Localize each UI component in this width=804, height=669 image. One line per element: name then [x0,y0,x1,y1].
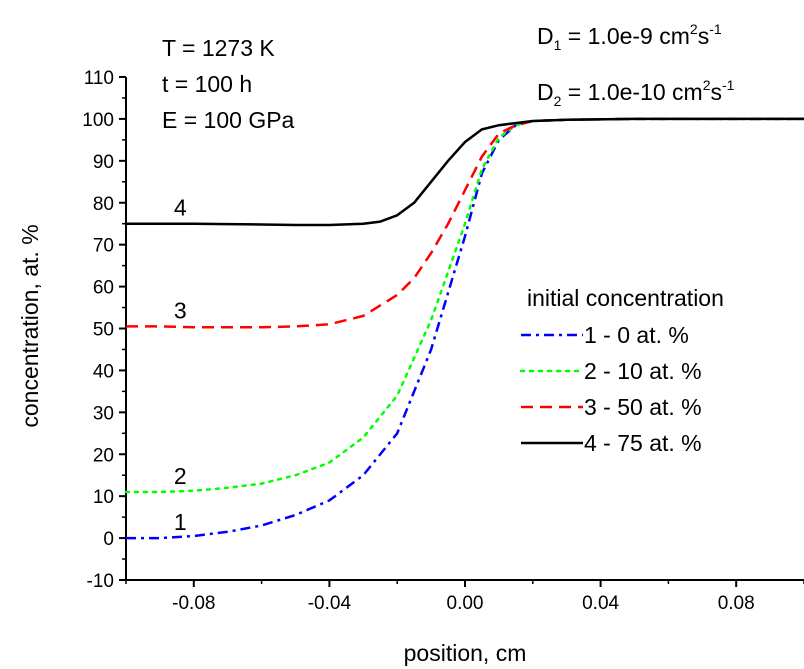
y-tick-label: 30 [93,403,114,424]
curve-labels: 1 2 3 4 [174,195,187,535]
x-tick-label: 0.00 [447,593,484,614]
y-tick-label: 90 [93,152,114,173]
x-tick-label: -0.08 [172,593,215,614]
legend-entry-2: 2 - 10 at. % [584,358,702,384]
curve-label-2: 2 [174,463,187,489]
legend-title: initial concentration [527,285,724,311]
legend-entry-3: 3 - 50 at. % [584,394,702,420]
diffusivity-d1: D1 = 1.0e-9 cm2s-1 [537,21,722,53]
series-lines [124,117,804,540]
y-tick-label: 10 [93,487,114,508]
y-tick-label: -10 [87,571,114,592]
x-tick-label: 0.04 [582,593,619,614]
curve-label-4: 4 [174,195,187,221]
param-text: E = 100 GPa [162,107,295,133]
y-tick-label: 50 [93,320,114,341]
y-tick-label: 80 [93,194,114,215]
y-axis-title: concentration, at. % [17,224,43,427]
x-axis-title: position, cm [404,640,527,666]
y-tick-label: 70 [93,236,114,257]
y-tick-label: 100 [82,110,114,131]
curve-label-1: 1 [174,509,187,535]
series-line-1 [126,117,804,540]
x-tick-label: 0.08 [718,593,755,614]
legend-entry-4: 4 - 75 at. % [584,430,702,456]
y-tick-label: 40 [93,361,114,382]
legend-entry-1: 1 - 0 at. % [584,322,689,348]
annotations: T = 1273 K t = 100 h E = 100 GPa D1 = 1.0e-… [162,21,735,133]
param-text: t = 100 h [162,71,252,97]
series-line-3 [126,117,804,329]
diffusivity-d2: D2 = 1.0e-10 cm2s-1 [537,77,735,109]
y-tick-label: 110 [84,68,114,89]
y-tick-label: 0 [103,529,114,550]
param-text: T = 1273 K [162,35,275,61]
legend: initial concentration 1 - 0 at. % 2 - 10 a… [519,285,724,456]
x-tick-label: -0.04 [308,593,352,614]
series-line-2 [124,117,804,494]
curve-label-3: 3 [174,297,187,323]
series-line-4 [126,117,804,227]
ticks: -10 0 10 20 30 40 50 60 70 80 90 100 110 -0.08 -0.04 0.… [82,68,804,614]
y-tick-label: 20 [93,445,114,466]
axes [125,77,804,581]
y-tick-label: 60 [93,278,114,299]
